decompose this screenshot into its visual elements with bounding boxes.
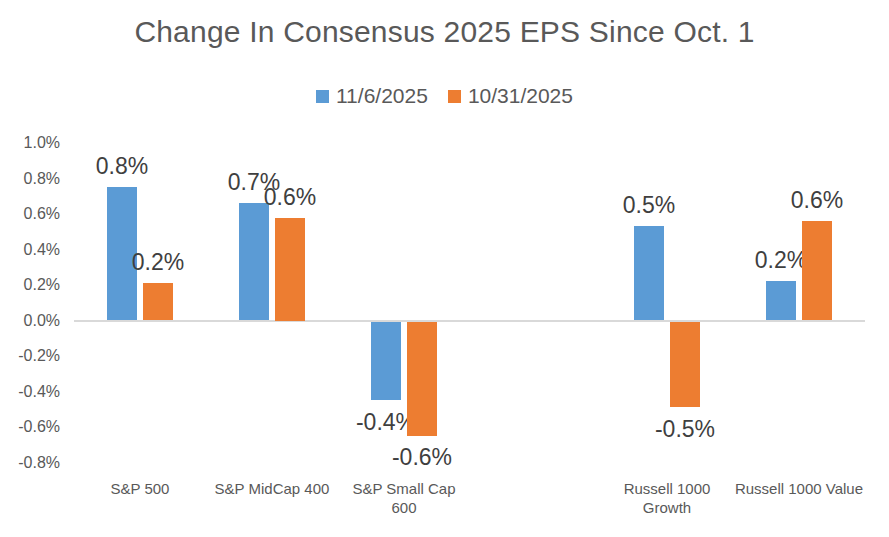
y-axis-tick-label: 1.0% — [0, 134, 60, 152]
bar — [239, 203, 269, 320]
data-label: 0.6% — [250, 184, 330, 210]
data-label: 0.2% — [118, 249, 198, 275]
y-axis-tick-label: -0.4% — [0, 383, 60, 401]
x-axis-category-label: S&P 500 — [75, 479, 205, 498]
data-label: 0.5% — [609, 192, 689, 218]
bar — [407, 322, 437, 436]
y-axis-tick-label: -0.2% — [0, 347, 60, 365]
y-axis-tick-label: -0.8% — [0, 454, 60, 472]
plot-area: 1.0% 0.8% 0.6% 0.4% 0.2% 0.0% -0.2% -0.4% -0.6% -… — [0, 0, 889, 537]
bar — [670, 322, 700, 407]
y-axis-tick-label: 0.8% — [0, 170, 60, 188]
bar — [275, 218, 305, 321]
x-axis-line — [74, 320, 865, 322]
y-axis-tick-label: 0.4% — [0, 241, 60, 259]
bar — [371, 322, 401, 400]
x-axis-category-label: S&P MidCap 400 — [207, 479, 337, 498]
y-axis-tick-label: 0.0% — [0, 312, 60, 330]
bar — [634, 226, 664, 320]
data-label: 0.6% — [777, 187, 857, 213]
y-axis-tick-label: 0.2% — [0, 276, 60, 294]
bar — [766, 281, 796, 320]
data-label: -0.6% — [382, 444, 462, 470]
y-axis-tick-label: 0.6% — [0, 205, 60, 223]
data-label: -0.5% — [645, 416, 725, 442]
data-label: 0.8% — [82, 153, 162, 179]
y-axis-tick-label: -0.6% — [0, 418, 60, 436]
bar — [802, 221, 832, 320]
x-axis-category-label: S&P Small Cap 600 — [339, 479, 469, 517]
bar — [143, 283, 173, 320]
x-axis-category-label: Russell 1000 Value — [734, 479, 864, 498]
x-axis-category-label: Russell 1000 Growth — [602, 479, 732, 517]
eps-consensus-bar-chart: Change In Consensus 2025 EPS Since Oct. … — [0, 0, 889, 537]
